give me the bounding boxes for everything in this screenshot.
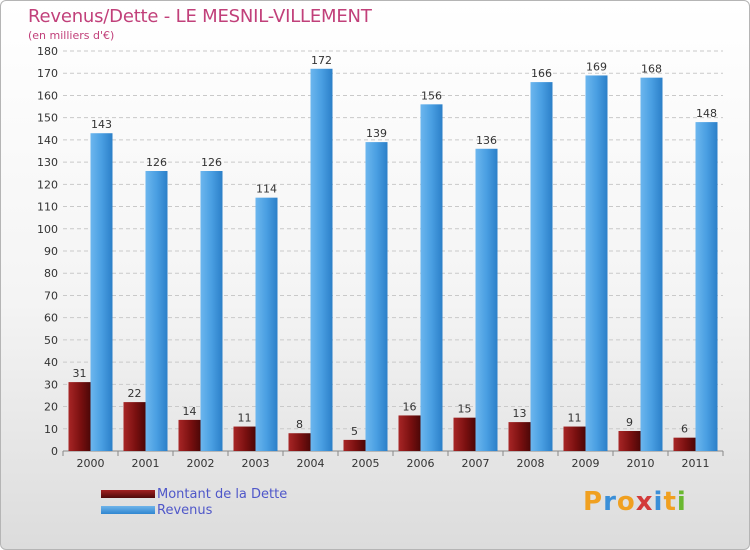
y-tick-label: 60 (44, 312, 58, 325)
logo-letter: o (616, 487, 636, 517)
bar-dette (68, 382, 91, 451)
y-tick-label: 30 (44, 378, 58, 391)
y-tick-label: 160 (37, 89, 58, 102)
logo-letter: P (583, 487, 604, 517)
bar-revenus (310, 68, 333, 452)
bar-revenus (200, 171, 223, 451)
value-label-revenus: 114 (256, 183, 277, 196)
x-tick-label: 2008 (517, 457, 545, 470)
bar-revenus (420, 104, 443, 451)
logo-letter: x (635, 487, 654, 517)
x-tick-label: 2004 (297, 457, 325, 470)
value-label-dette: 5 (351, 425, 358, 438)
bar-dette (123, 402, 146, 451)
bar-revenus (365, 142, 388, 451)
value-label-dette: 6 (681, 423, 688, 436)
bar-revenus (90, 133, 113, 451)
y-tick-label: 0 (51, 445, 58, 458)
bar-revenus (695, 122, 718, 451)
value-label-revenus: 139 (366, 127, 387, 140)
y-tick-label: 150 (37, 112, 58, 125)
value-label-dette: 9 (626, 416, 633, 429)
y-tick-label: 130 (37, 156, 58, 169)
value-label-dette: 16 (403, 400, 417, 413)
value-label-revenus: 126 (201, 156, 222, 169)
value-label-revenus: 172 (311, 54, 332, 67)
value-label-revenus: 156 (421, 89, 442, 102)
bar-revenus (145, 171, 168, 451)
x-tick-label: 2009 (572, 457, 600, 470)
y-tick-label: 170 (37, 67, 58, 80)
value-label-revenus: 168 (641, 63, 662, 76)
bar-dette (673, 437, 696, 451)
x-tick-label: 2005 (352, 457, 380, 470)
bar-dette (618, 431, 641, 451)
bar-revenus (640, 77, 663, 452)
legend-swatch-dette (101, 490, 155, 498)
y-tick-label: 20 (44, 401, 58, 414)
x-tick-label: 2010 (627, 457, 655, 470)
bar-dette (563, 426, 586, 451)
y-tick-label: 140 (37, 134, 58, 147)
legend-label-revenus: Revenus (157, 503, 213, 518)
logo-letter: i (676, 487, 687, 517)
value-label-revenus: 166 (531, 67, 552, 80)
value-label-revenus: 148 (696, 107, 717, 120)
bar-dette (288, 433, 311, 451)
bar-dette (398, 415, 421, 451)
value-label-dette: 31 (73, 367, 87, 380)
x-tick-label: 2002 (187, 457, 215, 470)
y-tick-label: 80 (44, 267, 58, 280)
bar-dette (453, 417, 476, 451)
x-tick-label: 2003 (242, 457, 270, 470)
value-label-dette: 8 (296, 418, 303, 431)
value-label-revenus: 136 (476, 134, 497, 147)
y-tick-label: 120 (37, 178, 58, 191)
legend-label-dette: Montant de la Dette (157, 487, 288, 502)
value-label-dette: 15 (458, 403, 472, 416)
value-label-dette: 22 (128, 387, 142, 400)
x-tick-label: 2007 (462, 457, 490, 470)
bar-dette (178, 419, 201, 451)
value-label-dette: 13 (513, 407, 527, 420)
value-label-revenus: 169 (586, 60, 607, 73)
value-label-dette: 11 (568, 412, 582, 425)
y-tick-label: 100 (37, 223, 58, 236)
x-tick-label: 2006 (407, 457, 435, 470)
x-tick-label: 2011 (682, 457, 710, 470)
bar-dette (508, 422, 531, 451)
proxiti-logo: Proxiti (583, 487, 687, 517)
y-tick-label: 110 (37, 201, 58, 214)
y-tick-label: 90 (44, 245, 58, 258)
value-label-dette: 11 (238, 412, 252, 425)
y-tick-label: 70 (44, 289, 58, 302)
logo-letter: t (663, 487, 677, 517)
legend-swatch-revenus (101, 506, 155, 514)
y-tick-label: 10 (44, 423, 58, 436)
value-label-revenus: 143 (91, 118, 112, 131)
bar-revenus (530, 82, 553, 451)
y-tick-label: 180 (37, 45, 58, 58)
logo-letter: r (603, 487, 617, 517)
value-label-dette: 14 (183, 405, 197, 418)
y-tick-label: 40 (44, 356, 58, 369)
value-label-revenus: 126 (146, 156, 167, 169)
x-tick-label: 2000 (77, 457, 105, 470)
x-tick-label: 2001 (132, 457, 160, 470)
chart-subtitle: (en milliers d'€) (28, 29, 115, 42)
bar-dette (343, 439, 366, 451)
chart-title: Revenus/Dette - LE MESNIL-VILLEMENT (28, 6, 372, 27)
bar-revenus (585, 75, 608, 451)
y-tick-label: 50 (44, 334, 58, 347)
bar-revenus (475, 148, 498, 451)
bar-dette (233, 426, 256, 451)
logo-letter: i (653, 487, 664, 517)
bar-revenus (255, 197, 278, 451)
